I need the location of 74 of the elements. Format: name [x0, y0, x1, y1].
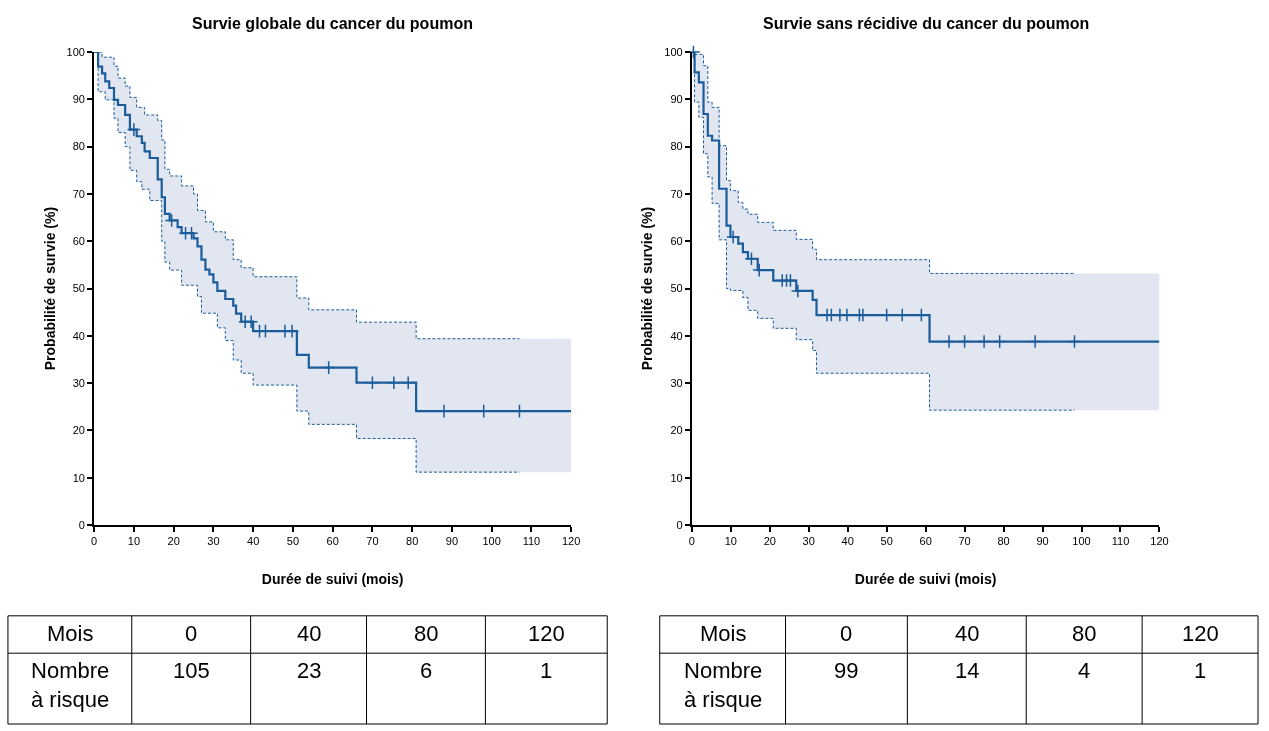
y-tick-label: 50	[72, 282, 85, 295]
y-tick-label: 70	[670, 187, 683, 200]
x-tick-label: 120	[561, 535, 581, 548]
x-tick-label: 80	[406, 535, 419, 548]
x-tick-label: 90	[445, 535, 459, 548]
x-tick-label: 120	[1150, 535, 1169, 548]
y-tick-label: 90	[670, 93, 683, 106]
x-axis-title: Durée de suivi (mois)	[854, 571, 997, 588]
y-axis-title: Probabilité de survie (%)	[41, 206, 58, 371]
y-tick-label: 30	[72, 377, 85, 390]
text: 1	[1194, 658, 1207, 683]
y-tick-label: 80	[670, 140, 683, 153]
x-tick-label: 50	[880, 535, 893, 548]
x-tick-label: 20	[763, 535, 776, 548]
x-tick-label: 100	[1072, 535, 1091, 548]
x-tick-label: 10	[724, 535, 737, 548]
x-tick-label: 70	[958, 535, 971, 548]
y-tick-label: 100	[664, 45, 683, 58]
chart-title: Survie globale du cancer du poumon	[192, 15, 473, 32]
x-tick-label: 40	[247, 535, 260, 548]
text: Mois	[700, 621, 747, 646]
y-tick-label: 80	[72, 140, 85, 153]
y-tick-label: 0	[78, 518, 85, 531]
x-tick-label: 0	[688, 535, 695, 548]
y-axis-title: Probabilité de survie (%)	[639, 206, 656, 371]
text: 14	[955, 658, 980, 683]
text: 23	[297, 658, 322, 683]
x-tick-label: 20	[167, 535, 180, 548]
text: 40	[297, 621, 322, 646]
y-tick-label: 20	[670, 424, 683, 437]
y-tick-label: 10	[670, 471, 683, 484]
y-tick-label: 20	[72, 424, 85, 437]
text: 120	[1182, 621, 1219, 646]
x-tick-label: 110	[522, 535, 541, 548]
text: 0	[840, 621, 853, 646]
x-tick-label: 80	[997, 535, 1010, 548]
y-tick-label: 10	[72, 471, 85, 484]
x-tick-label: 70	[366, 535, 379, 548]
text: 120	[528, 621, 565, 646]
text: 1	[540, 658, 553, 683]
text: Nombre à risque	[31, 658, 110, 712]
text: 6	[420, 658, 433, 683]
text: 4	[1078, 658, 1091, 683]
x-axis-title: Durée de suivi (mois)	[261, 571, 404, 588]
x-tick-label: 100	[482, 535, 501, 548]
text: 0	[185, 621, 198, 646]
x-tick-label: 30	[207, 535, 220, 548]
chart-title: Survie sans récidive du cancer du poumon	[763, 15, 1090, 32]
x-tick-label: 10	[127, 535, 141, 548]
y-tick-label: 60	[670, 235, 683, 248]
text: 80	[414, 621, 439, 646]
y-tick-label: 60	[72, 235, 85, 248]
x-tick-label: 110	[1111, 535, 1130, 548]
x-tick-label: 0	[91, 535, 98, 548]
y-tick-label: 50	[670, 282, 683, 295]
x-tick-label: 90	[1036, 535, 1049, 548]
text: 80	[1072, 621, 1097, 646]
y-tick-label: 90	[72, 93, 85, 106]
y-tick-label: 30	[670, 377, 683, 390]
y-tick-label: 40	[72, 329, 85, 342]
text: Mois	[47, 621, 94, 646]
text: 40	[955, 621, 980, 646]
text: 99	[834, 658, 859, 683]
y-tick-label: 70	[72, 187, 85, 200]
text: Nombre à risque	[684, 658, 763, 712]
x-tick-label: 30	[802, 535, 815, 548]
text: 105	[173, 658, 210, 683]
x-tick-label: 60	[326, 535, 339, 548]
y-tick-label: 0	[676, 518, 683, 531]
x-tick-label: 60	[919, 535, 932, 548]
y-tick-label: 40	[670, 329, 683, 342]
x-tick-label: 40	[841, 535, 854, 548]
y-tick-label: 100	[66, 45, 85, 58]
x-tick-label: 50	[286, 535, 300, 548]
